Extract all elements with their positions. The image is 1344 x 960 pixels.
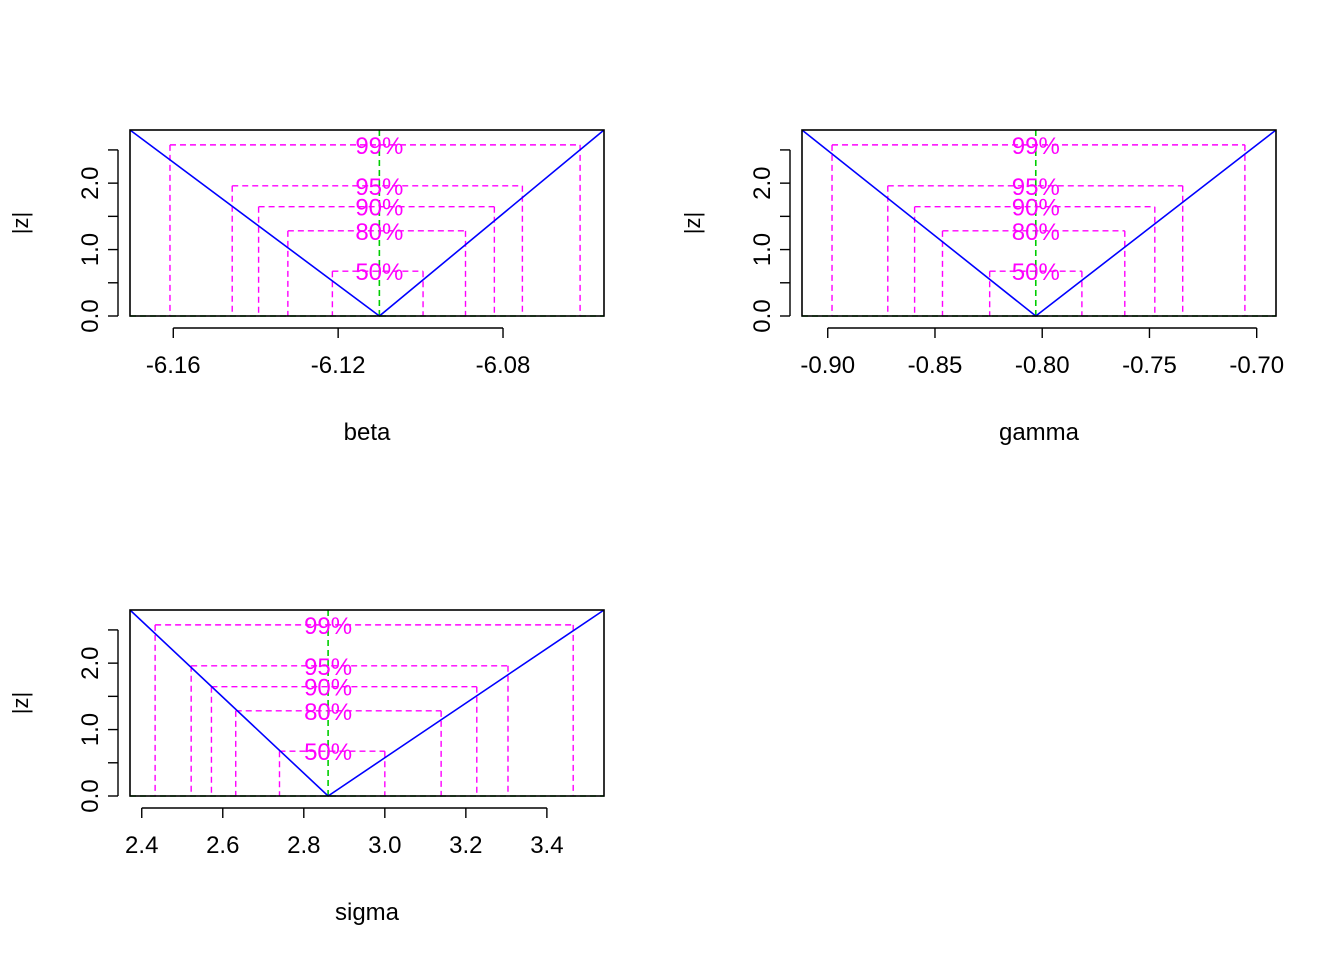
- y-tick-label: 2.0: [77, 646, 104, 679]
- x-axis-label: sigma: [335, 899, 400, 926]
- y-tick-label: 0.0: [77, 299, 104, 332]
- profile-panel-gamma: 50% 80%90%95% 99% -0.90 -0.85 -0.80 -0.75 -0.70…: [680, 129, 1284, 446]
- level-label-95%: 95%: [304, 654, 352, 681]
- level-label-90%: 90%: [304, 675, 352, 702]
- x-axis-label: gamma: [999, 419, 1080, 446]
- y-axis-label: |z|: [8, 212, 33, 234]
- level-label-99%: 99%: [355, 133, 403, 160]
- y-tick-label: 2.0: [749, 166, 776, 199]
- level-label-80%: 80%: [1012, 219, 1060, 246]
- profile-panel-sigma: 50% 80%90%95% 99% 2.4 2.6 2.8 3.0 3.2 3.4 sigma 0.…: [8, 609, 605, 926]
- y-tick-label: 1.0: [77, 233, 104, 266]
- x-tick-label: 2.6: [206, 832, 239, 859]
- x-axis-label: beta: [344, 419, 391, 446]
- plot-frame: [129, 129, 605, 317]
- x-tick-label: -0.80: [1015, 352, 1070, 379]
- level-label-80%: 80%: [355, 219, 403, 246]
- x-tick-label: -6.08: [476, 352, 531, 379]
- y-axis-label: |z|: [680, 212, 705, 234]
- level-label-80%: 80%: [304, 699, 352, 726]
- x-tick-label: 3.4: [530, 832, 563, 859]
- y-tick-label: 0.0: [77, 779, 104, 812]
- level-label-95%: 95%: [355, 174, 403, 201]
- x-tick-label: -0.70: [1229, 352, 1284, 379]
- x-tick-label: 3.0: [368, 832, 401, 859]
- x-tick-label: 2.8: [287, 832, 320, 859]
- level-label-95%: 95%: [1012, 174, 1060, 201]
- y-tick-label: 1.0: [749, 233, 776, 266]
- x-tick-label: -6.12: [311, 352, 366, 379]
- x-tick-label: 3.2: [449, 832, 482, 859]
- plot-frame: [801, 129, 1277, 317]
- x-tick-label: -0.85: [908, 352, 963, 379]
- y-tick-label: 2.0: [77, 166, 104, 199]
- level-label-99%: 99%: [304, 613, 352, 640]
- x-tick-label: -0.90: [800, 352, 855, 379]
- x-tick-label: -0.75: [1122, 352, 1177, 379]
- level-label-50%: 50%: [355, 259, 403, 286]
- plot-frame: [129, 609, 605, 797]
- y-tick-label: 0.0: [749, 299, 776, 332]
- x-tick-label: 2.4: [125, 832, 158, 859]
- level-label-90%: 90%: [355, 195, 403, 222]
- level-label-99%: 99%: [1012, 133, 1060, 160]
- profile-panel-beta: 50% 80%90%95% 99% -6.16 -6.12 -6.08 beta 0.0 1.0…: [8, 129, 605, 446]
- x-tick-label: -6.16: [146, 352, 201, 379]
- y-axis-label: |z|: [8, 692, 33, 714]
- y-tick-label: 1.0: [77, 713, 104, 746]
- level-label-50%: 50%: [1012, 259, 1060, 286]
- level-label-50%: 50%: [304, 739, 352, 766]
- level-label-90%: 90%: [1012, 195, 1060, 222]
